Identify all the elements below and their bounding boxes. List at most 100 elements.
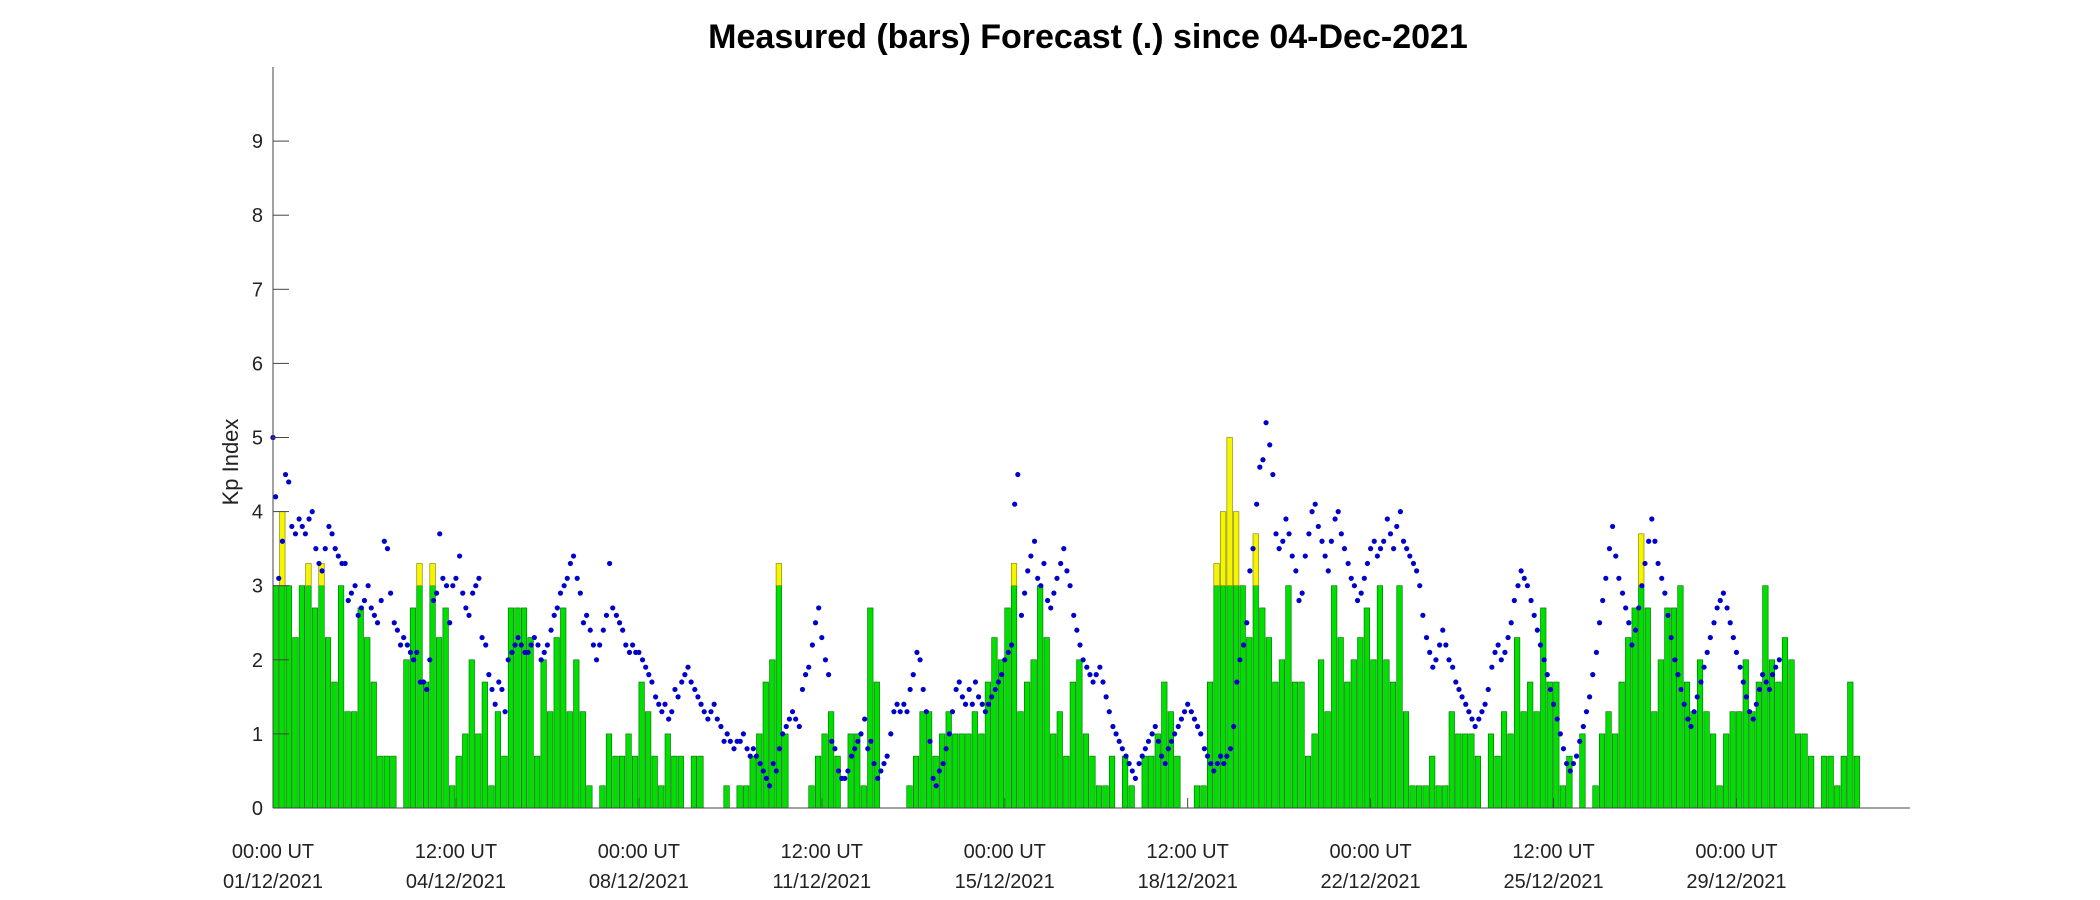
kp-bar — [1625, 637, 1632, 809]
forecast-point — [590, 642, 596, 648]
kp-bar — [1716, 785, 1723, 809]
forecast-point — [770, 760, 776, 767]
forecast-point — [682, 672, 688, 678]
y-axis-ticks: 0 1 2 3 4 5 6 7 8 9 — [252, 131, 289, 820]
forecast-point — [698, 701, 704, 707]
forecast-point — [394, 627, 400, 633]
kp-bar — [1357, 637, 1364, 809]
forecast-point — [361, 597, 368, 604]
forecast-point — [613, 612, 619, 618]
forecast-point — [666, 716, 672, 722]
forecast-point — [1374, 553, 1380, 559]
kp-bar — [1376, 585, 1383, 809]
forecast-point — [995, 679, 1002, 685]
forecast-point — [587, 627, 593, 633]
kp-bar — [390, 755, 397, 809]
forecast-point — [1244, 620, 1250, 626]
forecast-point — [1414, 568, 1420, 574]
y-tick-label: 4 — [252, 502, 263, 524]
forecast-point — [1175, 723, 1181, 730]
forecast-point — [1067, 583, 1073, 589]
forecast-point — [868, 738, 874, 744]
kp-bar — [383, 755, 390, 809]
kp-bar — [782, 733, 789, 809]
kp-bar — [762, 681, 769, 809]
forecast-point — [852, 746, 858, 752]
forecast-point — [473, 583, 479, 589]
forecast-point — [656, 701, 662, 707]
forecast-point — [1335, 509, 1341, 515]
forecast-point — [329, 531, 335, 537]
forecast-point — [1286, 531, 1292, 537]
forecast-point — [1610, 523, 1616, 530]
forecast-point — [1221, 760, 1227, 767]
forecast-point — [816, 605, 822, 611]
kp-bar — [1278, 659, 1285, 809]
kp-bar — [475, 733, 482, 809]
forecast-point — [620, 627, 626, 633]
forecast-point — [600, 627, 606, 633]
forecast-point — [985, 701, 992, 707]
forecast-point — [1698, 679, 1704, 685]
x-tick-time-label: 12:00 UT — [781, 841, 863, 863]
forecast-point — [1668, 634, 1674, 641]
kp-bar — [991, 637, 998, 809]
forecast-point — [1084, 664, 1090, 670]
forecast-point — [1583, 709, 1590, 715]
forecast-point — [786, 716, 792, 722]
forecast-point — [1384, 516, 1390, 522]
kp-bar — [507, 607, 515, 809]
forecast-point — [1446, 657, 1452, 663]
forecast-point — [1472, 723, 1478, 730]
kp-bar — [1252, 533, 1259, 809]
kp-bar — [1507, 733, 1514, 809]
kp-bar — [449, 785, 456, 809]
forecast-point — [773, 768, 779, 774]
forecast-point — [489, 686, 495, 693]
kp-bar — [1533, 711, 1540, 809]
forecast-point — [1364, 560, 1371, 567]
forecast-point — [669, 709, 675, 715]
forecast-point — [989, 694, 995, 700]
forecast-point — [460, 590, 466, 596]
kp-bar — [1677, 585, 1684, 809]
forecast-point — [1469, 716, 1475, 722]
forecast-point — [332, 546, 338, 552]
kp-bar — [926, 711, 933, 809]
forecast-point — [1015, 471, 1021, 478]
forecast-point — [1724, 605, 1730, 611]
forecast-point — [313, 546, 319, 552]
kp-bar — [573, 659, 580, 809]
kp-bar — [978, 733, 985, 809]
forecast-point — [1315, 523, 1321, 530]
forecast-point — [1270, 471, 1276, 478]
forecast-point — [1746, 709, 1753, 715]
forecast-point — [718, 723, 724, 730]
forecast-point — [1306, 531, 1312, 537]
forecast-point — [574, 575, 580, 581]
forecast-point — [1132, 775, 1139, 781]
kp-bar — [494, 711, 501, 809]
forecast-point — [917, 657, 923, 663]
kp-bar — [1827, 755, 1834, 809]
kp-bar — [736, 785, 743, 809]
forecast-point — [930, 775, 936, 781]
forecast-point — [1145, 738, 1152, 744]
kp-bar — [442, 607, 449, 809]
kp-bar — [1618, 681, 1625, 809]
forecast-point — [1688, 723, 1694, 730]
chart-title: Measured (bars) Forecast (.) since 04-De… — [708, 18, 1468, 56]
forecast-point — [470, 590, 476, 596]
kp-bar — [1076, 659, 1083, 809]
forecast-point — [1162, 760, 1168, 767]
forecast-point — [636, 649, 642, 655]
forecast-point — [289, 523, 295, 530]
kp-bar — [1272, 681, 1279, 809]
forecast-point — [1587, 694, 1593, 700]
kp-bar — [298, 585, 305, 809]
forecast-point — [639, 657, 646, 663]
forecast-point — [956, 679, 962, 685]
forecast-point — [1763, 679, 1769, 685]
forecast-point — [1495, 642, 1501, 648]
kp-bar — [1847, 681, 1854, 809]
